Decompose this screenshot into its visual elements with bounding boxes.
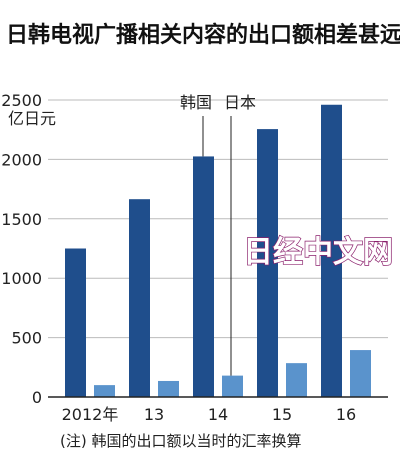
bar-japan — [286, 363, 307, 397]
legend-japan: 日本 — [224, 93, 256, 112]
watermark-logo: 日经中文网 — [243, 235, 393, 270]
bar-korea — [129, 199, 150, 397]
x-tick-label: 15 — [272, 405, 292, 424]
legend-korea: 韩国 — [180, 93, 212, 112]
bars — [65, 104, 371, 397]
y-axis-unit: 亿日元 — [8, 109, 56, 128]
bar-korea — [193, 156, 214, 397]
y-tick-label: 1000 — [1, 269, 42, 288]
y-tick-label: 1500 — [1, 210, 42, 229]
bar-japan — [158, 380, 179, 397]
chart-title: 日韩电视广播相关内容的出口额相差甚远 — [6, 22, 400, 48]
bar-japan — [94, 385, 115, 397]
x-tick-label: 16 — [336, 405, 356, 424]
footnote: (注) 韩国的出口额以当时的汇率换算 — [60, 432, 301, 450]
x-tick-label: 13 — [144, 405, 164, 424]
y-tick-label: 2500 — [1, 91, 42, 110]
y-tick-labels: 0 500 1000 1500 2000 2500 — [1, 91, 42, 407]
bar-korea — [257, 129, 278, 397]
bar-korea — [65, 248, 86, 397]
x-tick-label: 14 — [208, 405, 228, 424]
bar-korea — [321, 104, 342, 397]
y-tick-label: 2000 — [1, 150, 42, 169]
bar-japan — [222, 375, 243, 397]
x-tick-labels: 2012年 13 14 15 16 — [62, 405, 357, 424]
bar-japan — [350, 350, 371, 397]
x-tick-label: 2012年 — [62, 405, 119, 424]
y-tick-label: 0 — [32, 388, 42, 407]
legend-leaders — [202, 116, 232, 376]
y-tick-label: 500 — [11, 329, 42, 348]
